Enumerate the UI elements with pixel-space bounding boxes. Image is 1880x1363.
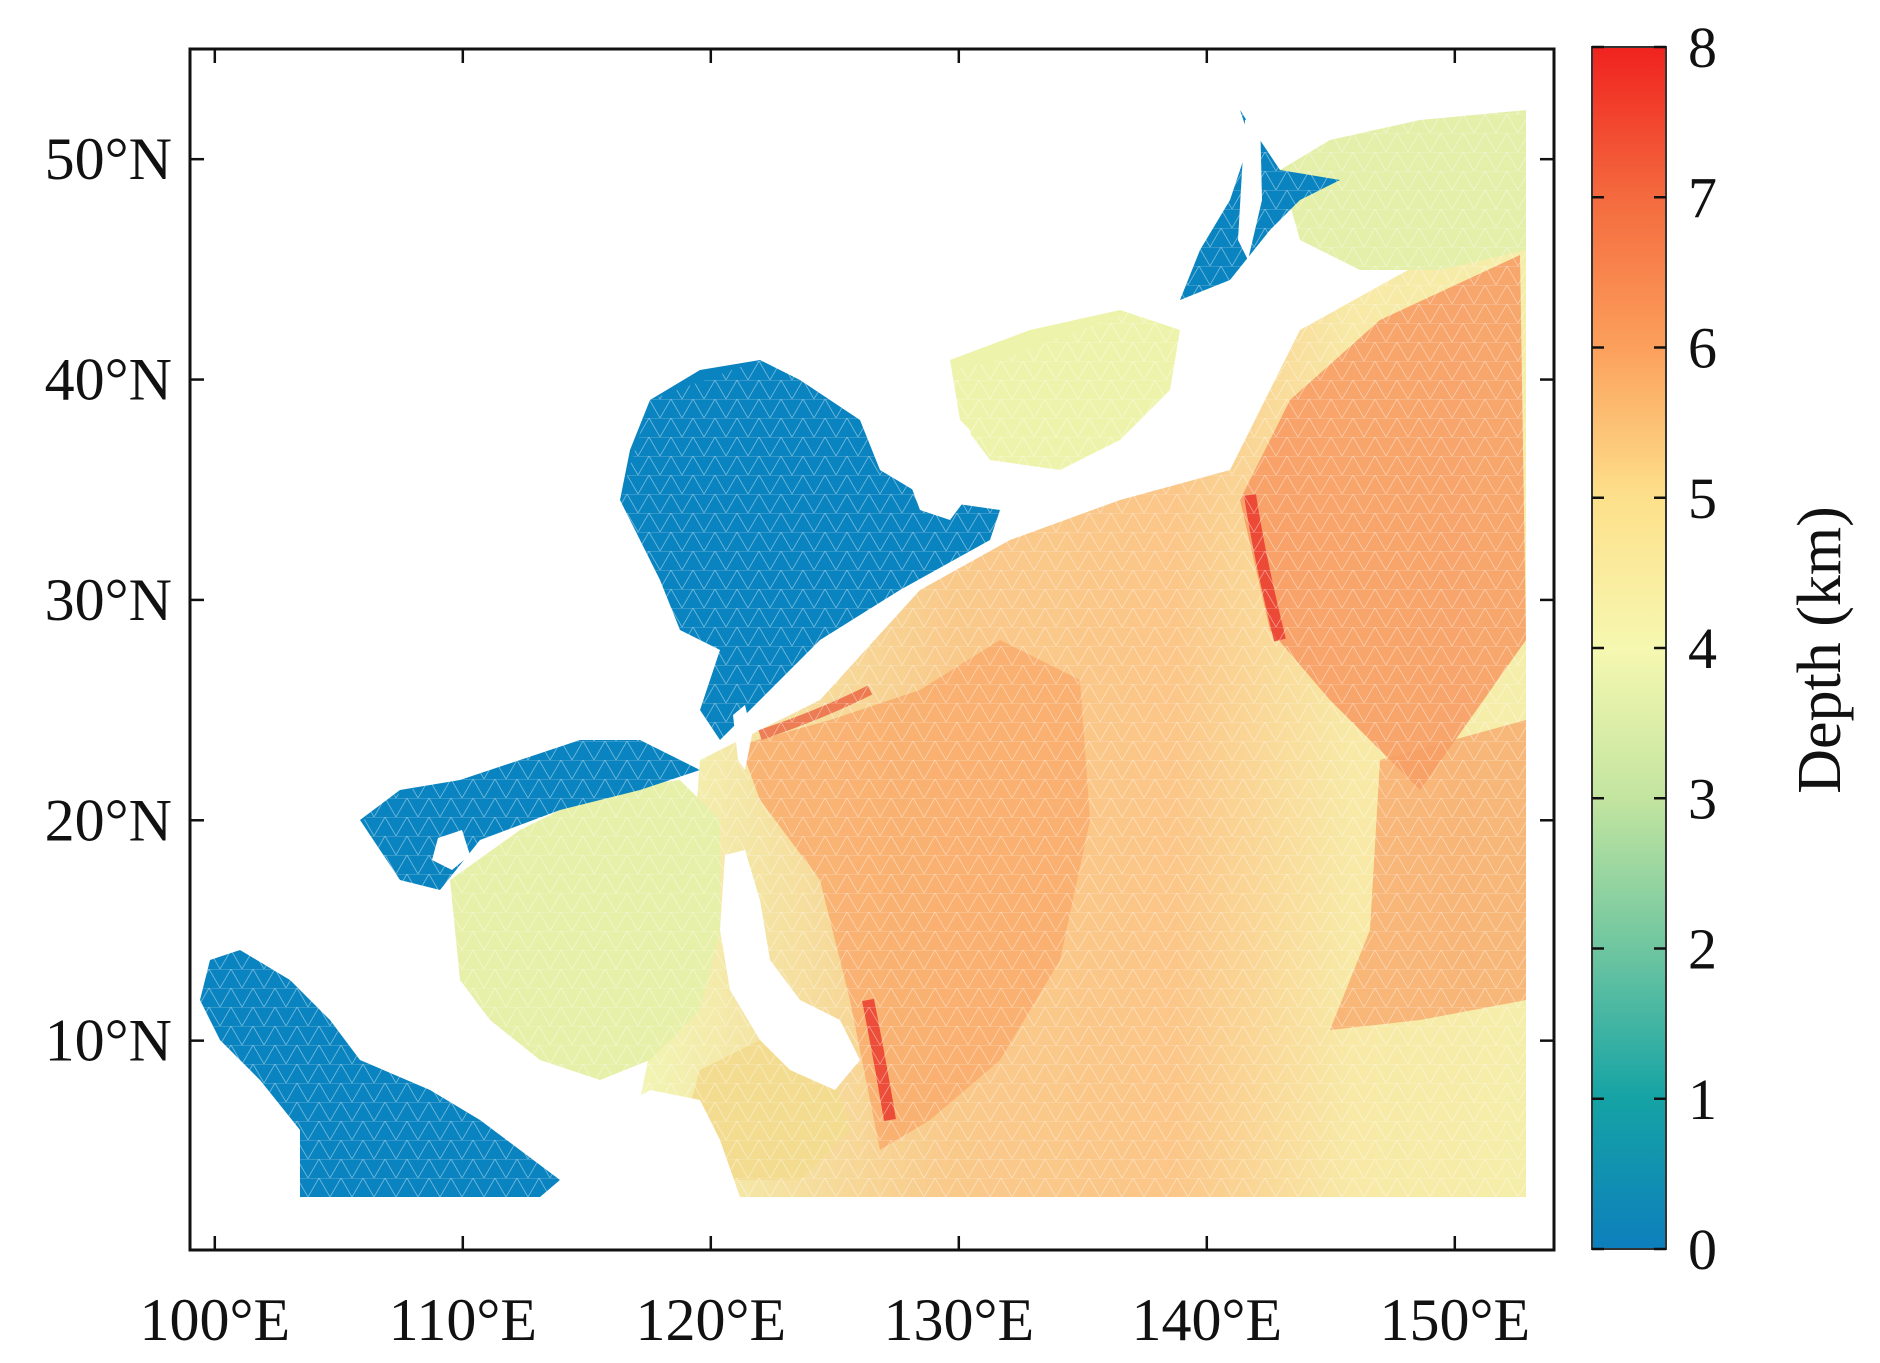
x-tick-label: 110°E bbox=[389, 1287, 537, 1353]
colorbar-tick-label: 8 bbox=[1688, 15, 1717, 80]
colorbar-tick-label: 5 bbox=[1688, 466, 1717, 531]
y-tick-label: 40°N bbox=[45, 347, 172, 413]
colorbar-tick-label: 6 bbox=[1688, 316, 1717, 381]
y-tick-label: 10°N bbox=[45, 1008, 172, 1074]
x-tick-label: 150°E bbox=[1379, 1287, 1530, 1353]
colorbar-label: Depth (km) bbox=[1786, 506, 1854, 794]
x-tick-label: 120°E bbox=[635, 1287, 786, 1353]
y-tick-label: 30°N bbox=[45, 567, 172, 633]
colorbar-ticks: 0 1 2 3 4 5 6 7 8 bbox=[1592, 15, 1717, 1282]
plot-frame bbox=[188, 47, 1556, 1252]
x-tick-label: 130°E bbox=[883, 1287, 1034, 1353]
colorbar-gradient bbox=[1591, 46, 1667, 1250]
map-axes: 100°E 110°E 120°E 130°E 140°E 150°E 10°N 20°N 30… bbox=[45, 47, 1556, 1353]
depth-colorbar: 0 1 2 3 4 5 6 7 8 Depth (km) bbox=[1591, 15, 1854, 1282]
y-tick-label: 20°N bbox=[45, 787, 172, 853]
colorbar-tick-label: 4 bbox=[1688, 616, 1717, 681]
x-tick-label: 140°E bbox=[1131, 1287, 1282, 1353]
colorbar-tick-label: 2 bbox=[1688, 917, 1717, 982]
colorbar-tick-label: 3 bbox=[1688, 766, 1717, 831]
y-tick-label: 50°N bbox=[45, 126, 172, 192]
x-tick-label: 100°E bbox=[139, 1287, 290, 1353]
colorbar-tick-label: 1 bbox=[1688, 1067, 1717, 1132]
mesh-map bbox=[200, 110, 1526, 1197]
mesh-overlay bbox=[200, 110, 1526, 1197]
colorbar-tick-label: 0 bbox=[1688, 1217, 1717, 1282]
colorbar-tick-label: 7 bbox=[1688, 165, 1717, 230]
